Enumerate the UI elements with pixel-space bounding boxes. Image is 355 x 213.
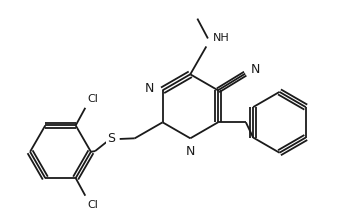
Text: N: N <box>145 82 154 95</box>
Text: S: S <box>107 132 115 145</box>
Text: Cl: Cl <box>87 94 98 104</box>
Text: N: N <box>251 63 260 76</box>
Text: N: N <box>186 145 195 158</box>
Text: Cl: Cl <box>87 200 98 210</box>
Text: NH: NH <box>213 33 230 43</box>
